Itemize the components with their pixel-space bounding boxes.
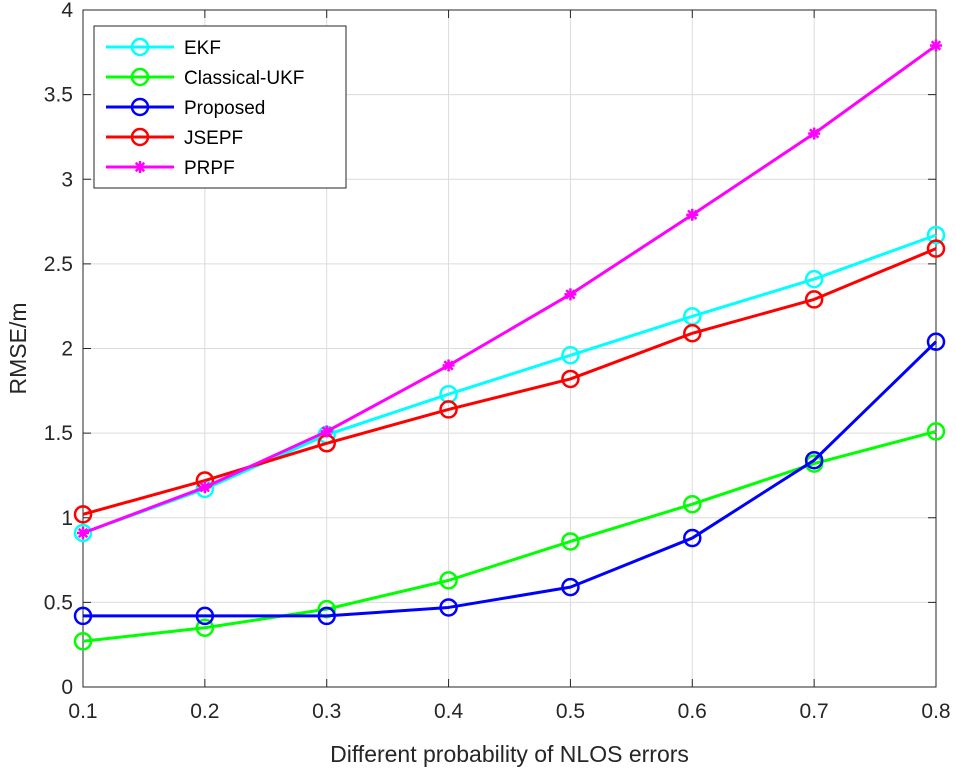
series-line	[82, 233, 937, 535]
x-tick-label: 0.2	[190, 700, 219, 723]
y-tick-label: 0.5	[44, 591, 73, 614]
data-point	[683, 324, 702, 343]
y-tick-label: 4	[61, 0, 73, 22]
legend-marker	[130, 67, 150, 87]
data-point	[926, 332, 946, 351]
data-point	[926, 239, 946, 258]
series-proposed	[73, 332, 946, 626]
data-point	[442, 359, 455, 372]
legend-marker	[130, 97, 150, 117]
legend-label: Classical-UKF	[184, 68, 304, 89]
series-line	[82, 44, 937, 535]
data-point	[804, 290, 824, 309]
data-point	[926, 225, 946, 245]
legend-marker	[130, 127, 150, 147]
legend-marker	[134, 161, 146, 173]
data-point	[317, 606, 336, 626]
data-point	[439, 400, 458, 419]
axis-ticks: 0.1 0.2 0.3 0.4 0.5 0.6 0.7 0.8 0 0.5 1 1.5 2 2.5 3 3.5…	[44, 0, 951, 723]
legend-item: JSEPF	[106, 127, 243, 149]
legend-label: Proposed	[184, 98, 265, 119]
data-point	[561, 532, 580, 551]
legend-label: EKF	[184, 38, 221, 59]
legend-label: JSEPF	[184, 128, 243, 149]
legend-label: PRPF	[184, 158, 235, 179]
y-tick-label: 3.5	[44, 84, 73, 107]
data-point	[804, 269, 824, 289]
data-point	[683, 494, 702, 514]
y-tick-label: 2.5	[44, 253, 73, 276]
legend-item: Classical-UKF	[106, 67, 304, 89]
data-point	[926, 422, 946, 441]
data-point	[683, 528, 702, 548]
legend-marker	[130, 37, 150, 57]
data-point	[804, 450, 824, 470]
series-line	[82, 429, 937, 643]
data-point	[195, 618, 215, 638]
x-tick-label: 0.7	[800, 700, 829, 723]
series-line	[82, 247, 937, 516]
legend-item: Proposed	[106, 97, 265, 119]
data-point	[73, 523, 93, 543]
series-group	[73, 39, 946, 651]
data-point	[73, 606, 93, 626]
data-point	[198, 481, 211, 494]
data-point	[73, 632, 93, 651]
series-ekf	[73, 225, 946, 543]
data-point	[808, 127, 821, 140]
data-point	[561, 577, 580, 597]
series-jsepf	[73, 239, 946, 524]
y-tick-label: 0	[61, 676, 73, 699]
series-prpf	[77, 39, 942, 539]
data-point	[561, 346, 580, 365]
data-point	[320, 425, 333, 438]
x-tick-label: 0.5	[556, 700, 585, 723]
data-point	[561, 369, 580, 389]
legend-item: PRPF	[106, 158, 235, 179]
x-tick-label: 0.3	[312, 700, 341, 723]
y-tick-label: 1.5	[44, 422, 73, 445]
series-line	[83, 340, 938, 618]
data-point	[439, 571, 458, 590]
y-tick-label: 2	[61, 338, 73, 361]
y-tick-label: 1	[61, 507, 73, 530]
data-point	[439, 598, 458, 617]
legend-item: EKF	[106, 37, 221, 59]
data-point	[73, 505, 93, 524]
data-point	[686, 208, 699, 221]
legend: EKF Classical-UKF Proposed JSEPF PRPF	[93, 25, 347, 189]
y-axis-label: RMSE/m	[5, 303, 31, 395]
y-tick-label: 3	[61, 168, 73, 191]
data-point	[930, 39, 942, 52]
data-point	[564, 288, 577, 301]
x-tick-label: 0.1	[68, 700, 97, 723]
x-axis-label: Different probability of NLOS errors	[330, 741, 689, 767]
data-point	[195, 606, 215, 626]
x-tick-label: 0.6	[678, 700, 707, 723]
data-point	[77, 526, 89, 539]
x-tick-label: 0.4	[434, 700, 464, 723]
x-tick-label: 0.8	[921, 700, 950, 723]
